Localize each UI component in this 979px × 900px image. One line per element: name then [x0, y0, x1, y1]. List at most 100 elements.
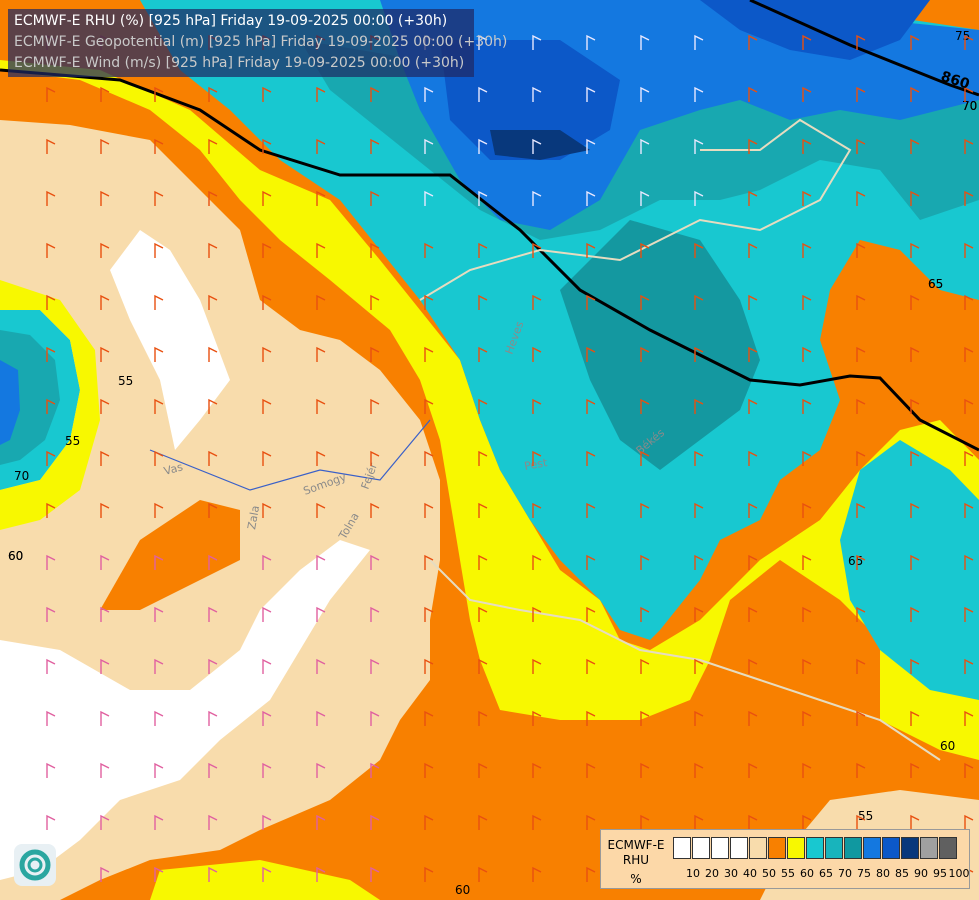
- wind-barb-icon: [964, 398, 974, 414]
- wind-barb-icon: [100, 86, 110, 102]
- wind-barb-icon: [370, 710, 380, 726]
- wind-barb-icon: [424, 502, 434, 518]
- wind-barb-icon: [208, 294, 218, 310]
- wind-barb-icon: [478, 138, 488, 154]
- wind-barb-icon: [100, 294, 110, 310]
- contour-label: 65: [848, 554, 863, 568]
- wind-barb-icon: [424, 762, 434, 778]
- contour-label: 60: [8, 549, 23, 563]
- rh-band-low-south: [0, 540, 370, 880]
- wind-barb-icon: [640, 346, 650, 362]
- wind-barb-icon: [694, 554, 704, 570]
- map-title-panel: ECMWF-E RHU (%) [925 hPa] Friday 19-09-2…: [8, 9, 507, 77]
- wind-barb-icon: [694, 398, 704, 414]
- legend-label: 50: [762, 867, 776, 880]
- wind-barb-icon: [208, 502, 218, 518]
- wind-barb-icon: [586, 450, 596, 466]
- wind-barb-icon: [208, 242, 218, 258]
- wind-barb-icon: [802, 86, 812, 102]
- wind-barb-icon: [46, 190, 56, 206]
- wind-barb-icon: [316, 658, 326, 674]
- wind-barb-icon: [910, 34, 920, 50]
- legend-swatch: [863, 837, 881, 859]
- contour-label: 60: [940, 739, 955, 753]
- wind-barb-icon: [586, 554, 596, 570]
- wind-barb-icon: [154, 502, 164, 518]
- wind-barb-icon: [694, 502, 704, 518]
- wind-barb-icon: [478, 554, 488, 570]
- wind-barb-icon: [154, 658, 164, 674]
- wind-barb-icon: [154, 294, 164, 310]
- wind-barb-icon: [640, 294, 650, 310]
- wind-barb-icon: [694, 814, 704, 830]
- wind-barb-icon: [694, 190, 704, 206]
- contour-label: 65: [928, 277, 943, 291]
- wind-barb-icon: [910, 502, 920, 518]
- wind-barb-icon: [424, 398, 434, 414]
- wind-barb-icon: [532, 450, 542, 466]
- wind-barb-icon: [370, 242, 380, 258]
- wind-barb-icon: [532, 554, 542, 570]
- legend-label: 100: [948, 867, 970, 880]
- wind-barb-icon: [964, 86, 974, 102]
- wind-barb-icon: [100, 242, 110, 258]
- wind-barb-icon: [262, 866, 272, 882]
- wind-barb-icon: [100, 606, 110, 622]
- wind-barb-icon: [640, 658, 650, 674]
- rh-band-80-85: [440, 40, 620, 160]
- wind-barb-icon: [46, 710, 56, 726]
- wind-barb-icon: [262, 346, 272, 362]
- wind-barb-icon: [424, 866, 434, 882]
- wind-barb-icon: [856, 242, 866, 258]
- wind-barb-icon: [262, 710, 272, 726]
- wind-barb-icon: [586, 658, 596, 674]
- wind-barb-icon: [748, 34, 758, 50]
- wind-barb-icon: [640, 86, 650, 102]
- wind-barb-icon: [370, 554, 380, 570]
- wind-barb-icon: [910, 398, 920, 414]
- wind-barb-icon: [424, 138, 434, 154]
- wind-barb-icon: [154, 814, 164, 830]
- wind-barb-icon: [478, 502, 488, 518]
- wind-barb-icon: [910, 710, 920, 726]
- wind-barb-icon: [532, 606, 542, 622]
- wind-barb-icon: [964, 190, 974, 206]
- contour-label: 60: [8, 549, 23, 563]
- wind-barb-icon: [316, 606, 326, 622]
- wind-barb-icon: [910, 190, 920, 206]
- wind-barb-icon: [964, 34, 974, 50]
- rh-band-60-65-northwest: [0, 60, 979, 760]
- wind-barb-icon: [532, 138, 542, 154]
- wind-barb-icon: [586, 138, 596, 154]
- wind-barb-icon: [856, 398, 866, 414]
- wind-barb-icon: [154, 242, 164, 258]
- wind-barb-icon: [802, 814, 812, 830]
- wind-barb-icon: [748, 190, 758, 206]
- legend-label: 55: [781, 867, 795, 880]
- wind-barb-icon: [316, 242, 326, 258]
- wind-barb-icon: [856, 86, 866, 102]
- wind-barb-icon: [586, 762, 596, 778]
- wind-barb-icon: [316, 866, 326, 882]
- wind-barb-icon: [46, 502, 56, 518]
- wind-barb-icon: [262, 86, 272, 102]
- wind-barb-icon: [424, 710, 434, 726]
- wind-barb-icon: [208, 554, 218, 570]
- wind-barb-icon: [910, 658, 920, 674]
- wind-barb-icon: [46, 450, 56, 466]
- legend-swatch: [692, 837, 710, 859]
- wind-barb-icon: [208, 86, 218, 102]
- wind-barb-icon: [748, 450, 758, 466]
- wind-barb-icon: [748, 502, 758, 518]
- wind-barb-icon: [154, 398, 164, 414]
- wind-barb-icon: [424, 450, 434, 466]
- legend-label: 85: [895, 867, 909, 880]
- wind-barb-icon: [532, 502, 542, 518]
- ecmwf-logo-icon: [14, 844, 56, 886]
- wind-barb-icon: [370, 294, 380, 310]
- wind-barb-icon: [316, 710, 326, 726]
- wind-barb-icon: [532, 242, 542, 258]
- wind-barb-icon: [586, 346, 596, 362]
- wind-barb-icon: [262, 242, 272, 258]
